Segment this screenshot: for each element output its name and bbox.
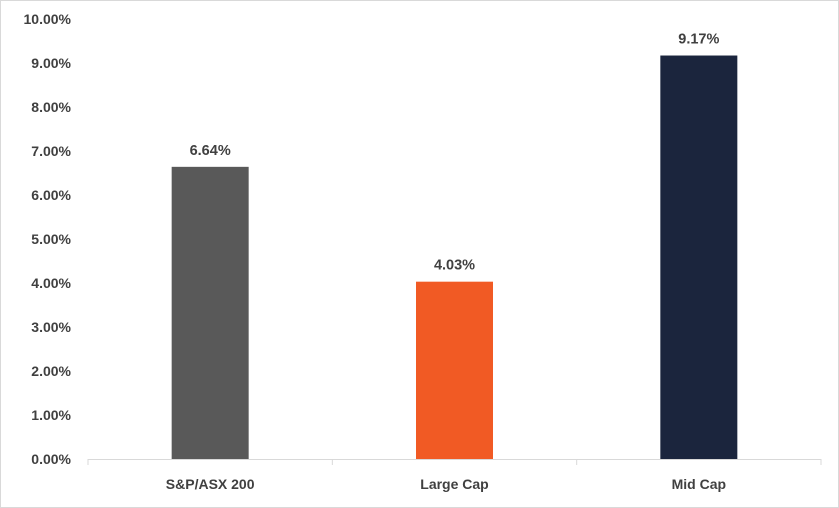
x-category-label: S&P/ASX 200	[166, 476, 255, 492]
y-tick-label: 10.00%	[24, 11, 72, 27]
y-tick-label: 3.00%	[31, 319, 71, 335]
y-tick-label: 8.00%	[31, 99, 71, 115]
y-tick-label: 6.00%	[31, 187, 71, 203]
bar	[171, 166, 249, 459]
data-label: 4.03%	[434, 258, 475, 274]
y-tick-label: 2.00%	[31, 363, 71, 379]
bar	[660, 55, 738, 460]
y-tick-label: 5.00%	[31, 231, 71, 247]
y-tick-label: 9.00%	[31, 55, 71, 71]
data-label: 6.64%	[190, 143, 231, 159]
y-axis-tick-labels: 0.00% 1.00% 2.00% 3.00% 4.00% 5.00% 6.00% 7.00%…	[24, 11, 72, 467]
data-label: 9.17%	[678, 32, 719, 48]
y-tick-label: 7.00%	[31, 143, 71, 159]
y-tick-label: 0.00%	[31, 451, 71, 467]
y-tick-label: 1.00%	[31, 407, 71, 423]
x-category-label: Large Cap	[420, 476, 488, 492]
x-axis-ticks	[87, 459, 822, 465]
bar	[416, 281, 493, 459]
y-tick-label: 4.00%	[31, 275, 71, 291]
bars-group	[171, 55, 738, 460]
x-axis-category-labels: S&P/ASX 200 Large Cap Mid Cap	[166, 476, 726, 492]
data-labels-group: 6.64% 4.03% 9.17%	[190, 32, 720, 274]
x-category-label: Mid Cap	[672, 476, 726, 492]
